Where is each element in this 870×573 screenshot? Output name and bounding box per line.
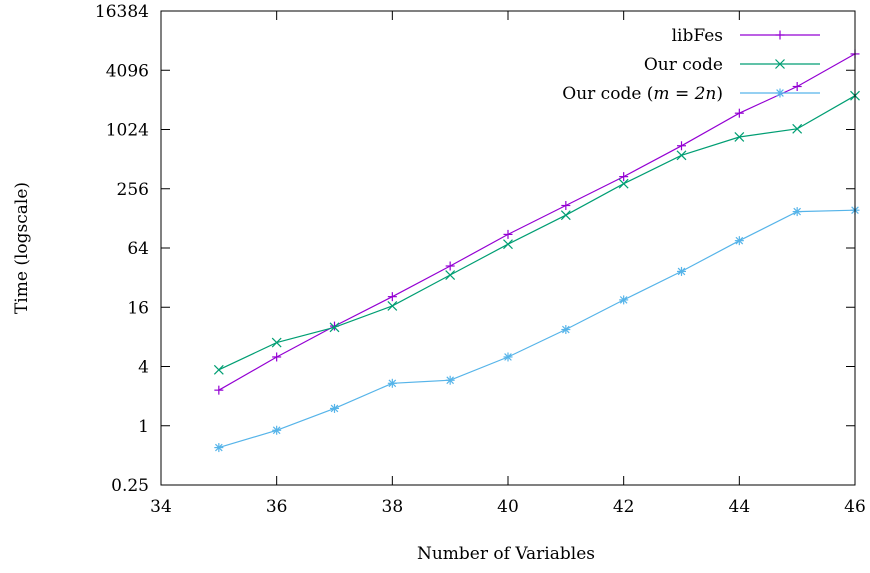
x-tick-label: 36 bbox=[266, 497, 288, 517]
legend-entry-our-code-m2n: Our code (m = 2n) bbox=[562, 84, 820, 104]
data-point bbox=[618, 178, 629, 189]
data-point bbox=[561, 200, 571, 210]
data-point bbox=[445, 261, 455, 271]
y-tick-label: 16384 bbox=[95, 2, 149, 22]
x-tick-label: 34 bbox=[150, 497, 172, 517]
data-point bbox=[445, 375, 455, 385]
y-tick-label: 1 bbox=[138, 417, 149, 437]
tick-labels: 34 36 38 40 42 44 46 0.25 1 4 16 64 256 1024 4096 16384 bbox=[95, 2, 866, 517]
legend-entry-libfes: libFes bbox=[672, 26, 820, 46]
data-point bbox=[677, 141, 686, 151]
x-tick-label: 42 bbox=[613, 497, 635, 517]
x-tick-label: 44 bbox=[729, 497, 751, 517]
data-point bbox=[387, 301, 398, 311]
legend-label-our-code: Our code bbox=[644, 55, 723, 75]
series-2 bbox=[214, 205, 860, 453]
data-point bbox=[503, 229, 513, 239]
axis-ticks bbox=[160, 10, 856, 486]
series-line bbox=[218, 53, 856, 391]
data-point bbox=[792, 207, 802, 217]
data-point bbox=[214, 385, 224, 395]
data-point bbox=[445, 270, 456, 280]
data-point bbox=[329, 322, 340, 333]
data-point bbox=[503, 352, 513, 362]
legend-marker bbox=[775, 88, 785, 98]
data-point bbox=[734, 108, 744, 118]
x-tick-label: 40 bbox=[497, 497, 519, 517]
data-point bbox=[734, 132, 745, 142]
series-1 bbox=[213, 90, 860, 375]
data-point bbox=[619, 172, 629, 182]
data-point bbox=[330, 403, 339, 413]
legend-label-our-code-m2n: Our code (m = 2n) bbox=[562, 84, 723, 104]
data-point bbox=[561, 325, 571, 335]
plot-frame bbox=[160, 10, 856, 486]
y-tick-label: 1024 bbox=[106, 121, 149, 141]
legend-label-m2n-suffix: ) bbox=[716, 84, 723, 104]
data-point bbox=[792, 123, 803, 134]
legend-label-libfes: libFes bbox=[672, 26, 723, 46]
series-line bbox=[218, 95, 856, 371]
legend: libFes Our code Our code (m = 2n) bbox=[562, 26, 820, 104]
data-point bbox=[677, 266, 686, 276]
legend-entry-our-code: Our code bbox=[644, 55, 820, 75]
x-axis-title: Number of Variables bbox=[417, 544, 595, 564]
y-tick-label: 4 bbox=[138, 358, 149, 378]
data-point bbox=[734, 236, 744, 246]
data-point bbox=[214, 443, 224, 453]
series-layer bbox=[213, 49, 860, 453]
data-point bbox=[792, 82, 802, 92]
data-point bbox=[271, 337, 282, 348]
y-tick-label: 64 bbox=[127, 239, 149, 259]
x-tick-label: 46 bbox=[844, 497, 866, 517]
data-point bbox=[213, 364, 224, 375]
legend-label-m2n-prefix: Our code ( bbox=[562, 84, 653, 104]
y-tick-label: 0.25 bbox=[111, 476, 149, 496]
y-tick-label: 16 bbox=[127, 298, 149, 318]
data-point bbox=[560, 210, 571, 221]
legend-marker bbox=[775, 59, 785, 69]
legend-sample-our-code bbox=[740, 59, 820, 69]
legend-label-m2n-math: m = 2n bbox=[653, 84, 716, 104]
x-tick-label: 38 bbox=[382, 497, 404, 517]
data-point bbox=[387, 378, 397, 388]
data-point bbox=[272, 425, 282, 435]
y-tick-label: 256 bbox=[117, 180, 149, 200]
data-point bbox=[387, 292, 397, 302]
data-point bbox=[503, 239, 513, 250]
legend-marker bbox=[775, 30, 785, 40]
legend-sample-libfes bbox=[740, 30, 820, 40]
data-point bbox=[272, 352, 282, 362]
data-point bbox=[676, 150, 687, 161]
y-axis-title: Time (logscale) bbox=[12, 182, 32, 314]
legend-sample-our-code-m2n bbox=[740, 88, 820, 98]
data-point bbox=[619, 295, 629, 305]
y-tick-label: 4096 bbox=[106, 61, 149, 81]
series-line bbox=[218, 209, 856, 449]
